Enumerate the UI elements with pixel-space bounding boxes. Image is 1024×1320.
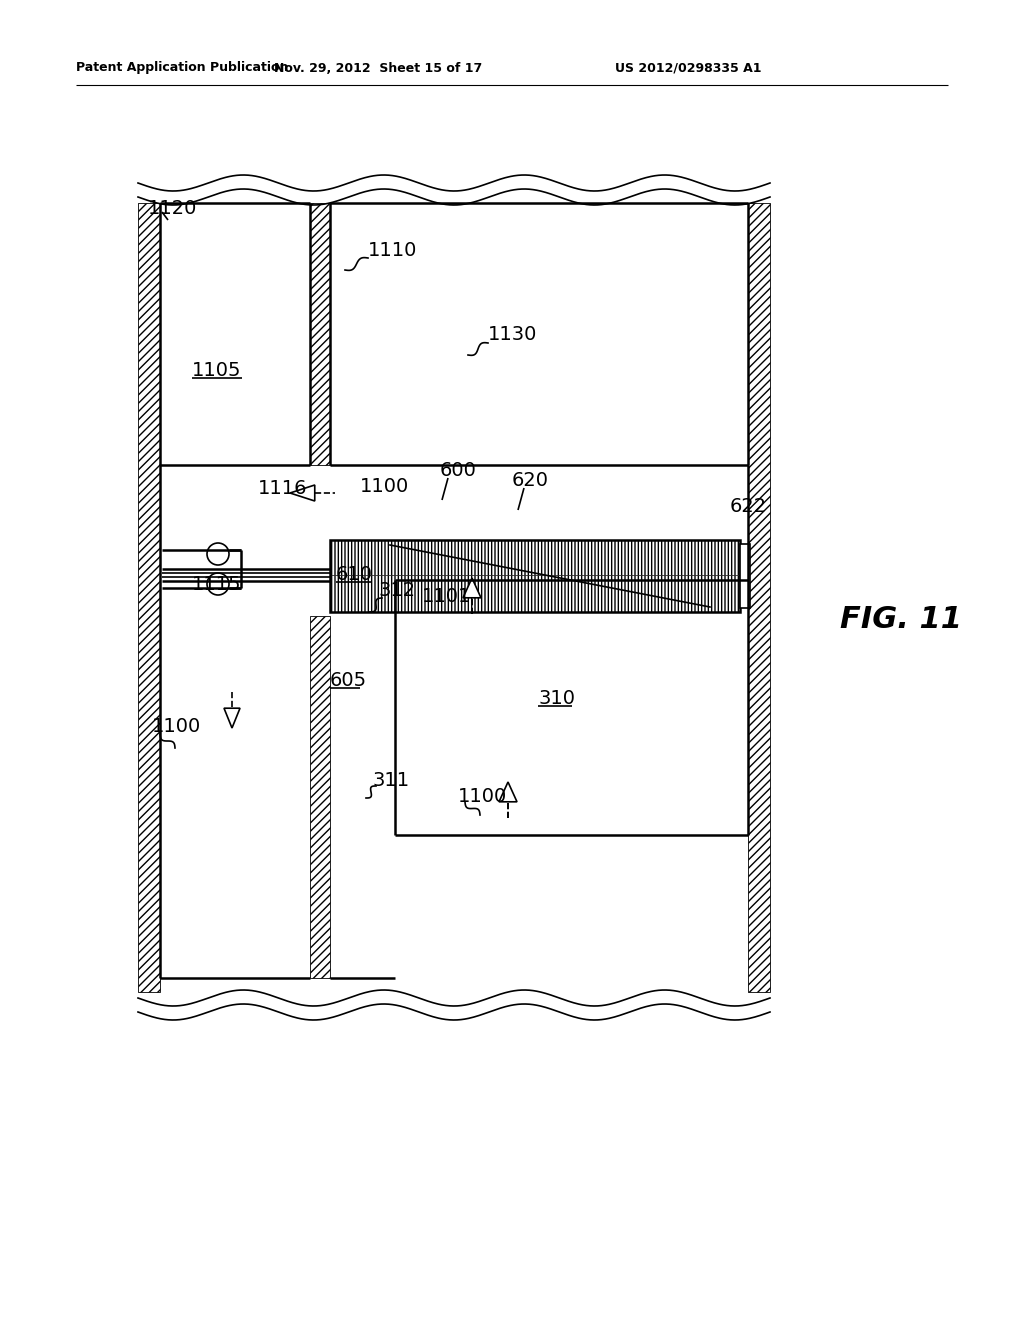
Bar (310, 203, 330, 465)
Text: 1110: 1110 (368, 240, 418, 260)
Text: Nov. 29, 2012  Sheet 15 of 17: Nov. 29, 2012 Sheet 15 of 17 (273, 62, 482, 74)
Text: 1120: 1120 (148, 198, 198, 218)
Polygon shape (499, 781, 517, 801)
Bar (330, 540, 740, 576)
Text: 1116: 1116 (258, 479, 307, 498)
Text: 605: 605 (330, 671, 368, 689)
Text: 1130: 1130 (488, 326, 538, 345)
Polygon shape (463, 578, 481, 598)
Text: 600: 600 (440, 461, 477, 479)
Text: 311: 311 (372, 771, 410, 789)
Bar (330, 540, 740, 612)
Text: 1100: 1100 (152, 717, 202, 735)
Text: 622: 622 (730, 496, 767, 516)
Bar (740, 544, 750, 609)
Bar (138, 203, 160, 993)
Text: FIG. 11: FIG. 11 (840, 606, 962, 635)
Text: 310: 310 (538, 689, 575, 708)
Text: 1100: 1100 (458, 787, 507, 805)
Text: 1100: 1100 (360, 477, 410, 495)
Polygon shape (224, 709, 240, 729)
Text: 312: 312 (378, 581, 415, 599)
Text: 620: 620 (512, 470, 549, 490)
Text: 1105: 1105 (193, 360, 242, 380)
Text: 1101: 1101 (422, 586, 471, 606)
Text: US 2012/0298335 A1: US 2012/0298335 A1 (615, 62, 762, 74)
Text: 1115: 1115 (193, 576, 242, 594)
Text: Patent Application Publication: Patent Application Publication (76, 62, 289, 74)
Text: 610: 610 (336, 565, 373, 583)
Polygon shape (290, 484, 314, 502)
Bar (330, 576, 740, 612)
Bar (310, 616, 330, 978)
Bar (748, 203, 770, 993)
